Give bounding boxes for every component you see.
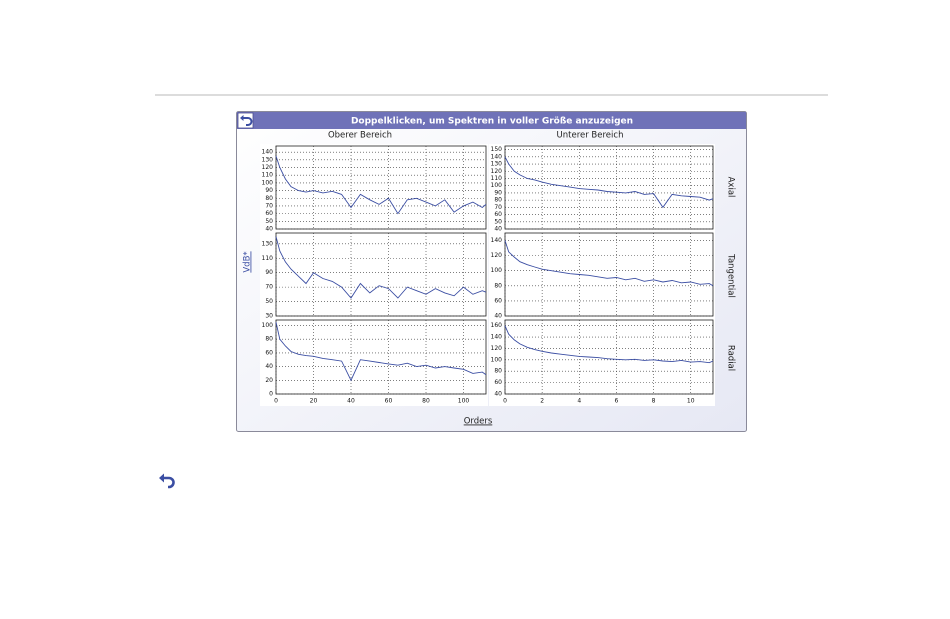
spectrum-line — [504, 325, 714, 364]
y-tick-label: 140 — [491, 153, 503, 160]
x-tick-label: 80 — [422, 398, 430, 405]
plot-frame — [504, 319, 714, 395]
y-tick-label: 140 — [262, 149, 274, 156]
x-tick-label: 8 — [652, 398, 656, 405]
y-axis-label[interactable]: VdB* — [243, 251, 253, 272]
y-tick-label: 70 — [494, 204, 502, 211]
row-label: Tangential — [726, 253, 736, 298]
y-tick-label: 130 — [262, 240, 274, 247]
back-button[interactable] — [237, 112, 254, 129]
plot-area — [489, 318, 715, 406]
x-tick-label: 100 — [458, 398, 470, 405]
y-tick-label: 80 — [494, 197, 502, 204]
row-label: Axial — [726, 177, 736, 198]
x-tick-label: 10 — [687, 398, 695, 405]
y-tick-label: 120 — [491, 345, 503, 352]
y-tick-label: 60 — [494, 211, 502, 218]
y-tick-label: 70 — [265, 284, 273, 291]
y-tick-label: 40 — [494, 226, 502, 233]
y-tick-label: 60 — [265, 349, 273, 356]
y-tick-label: 60 — [265, 210, 273, 217]
y-tick-label: 60 — [494, 297, 502, 304]
y-tick-label: 80 — [494, 282, 502, 289]
y-tick-label: 100 — [491, 267, 503, 274]
plot-frame — [504, 145, 714, 230]
spectrum-line — [504, 156, 714, 209]
row-label: Radial — [726, 345, 736, 371]
y-tick-label: 140 — [491, 334, 503, 341]
header-bar — [237, 112, 746, 129]
plot-area — [260, 231, 488, 318]
y-tick-label: 110 — [491, 175, 503, 182]
y-tick-label: 110 — [262, 172, 274, 179]
y-tick-label: 100 — [262, 322, 274, 329]
y-tick-label: 50 — [265, 298, 273, 305]
plot-frame — [275, 145, 487, 230]
x-tick-label: 60 — [385, 398, 393, 405]
y-tick-label: 70 — [265, 202, 273, 209]
x-tick-label: 2 — [540, 398, 544, 405]
x-tick-label: 20 — [310, 398, 318, 405]
column-title: Oberer Bereich — [328, 131, 392, 141]
y-tick-label: 0 — [269, 391, 273, 398]
x-tick-label: 6 — [615, 398, 619, 405]
y-tick-label: 90 — [494, 189, 502, 196]
y-tick-label: 110 — [262, 255, 274, 262]
y-tick-label: 80 — [494, 368, 502, 375]
x-axis-label[interactable]: Orders — [464, 417, 493, 427]
y-tick-label: 40 — [265, 226, 273, 233]
y-tick-label: 130 — [262, 156, 274, 163]
spectrum-line — [275, 322, 487, 382]
y-tick-label: 120 — [491, 252, 503, 259]
y-tick-label: 90 — [265, 187, 273, 194]
x-tick-label: 0 — [274, 398, 278, 405]
y-tick-label: 120 — [491, 168, 503, 175]
y-tick-label: 80 — [265, 336, 273, 343]
y-tick-label: 90 — [265, 269, 273, 276]
spectrum-line — [275, 155, 487, 215]
plot-frame — [504, 232, 714, 317]
y-tick-label: 50 — [265, 218, 273, 225]
column-title: Unterer Bereich — [557, 131, 624, 141]
y-tick-label: 100 — [491, 356, 503, 363]
y-tick-label: 80 — [265, 195, 273, 202]
spectrum-line — [275, 236, 487, 299]
plot-frame — [275, 319, 487, 395]
charts: 4050607080901001101201301404050607080901… — [260, 144, 715, 406]
y-tick-label: 160 — [491, 322, 503, 329]
x-tick-label: 0 — [503, 398, 507, 405]
y-tick-label: 100 — [491, 182, 503, 189]
plot-area — [260, 144, 488, 231]
y-tick-label: 150 — [491, 146, 503, 153]
y-tick-label: 20 — [265, 377, 273, 384]
plot-area — [489, 144, 715, 231]
plot-area — [489, 231, 715, 318]
back-link[interactable] — [159, 473, 175, 489]
x-tick-label: 4 — [577, 398, 581, 405]
y-tick-label: 40 — [494, 391, 502, 398]
y-tick-label: 50 — [494, 218, 502, 225]
y-tick-label: 40 — [494, 313, 502, 320]
x-tick-label: 40 — [347, 398, 355, 405]
header-title: Doppelklicken, um Spektren in voller Grö… — [351, 117, 633, 127]
spectrum-line — [504, 240, 714, 287]
y-tick-label: 140 — [491, 237, 503, 244]
y-tick-label: 120 — [262, 164, 274, 171]
y-tick-label: 60 — [494, 379, 502, 386]
plot-frame — [275, 232, 487, 317]
y-tick-label: 30 — [265, 313, 273, 320]
y-tick-label: 40 — [265, 363, 273, 370]
y-tick-label: 100 — [262, 179, 274, 186]
y-tick-label: 130 — [491, 161, 503, 168]
